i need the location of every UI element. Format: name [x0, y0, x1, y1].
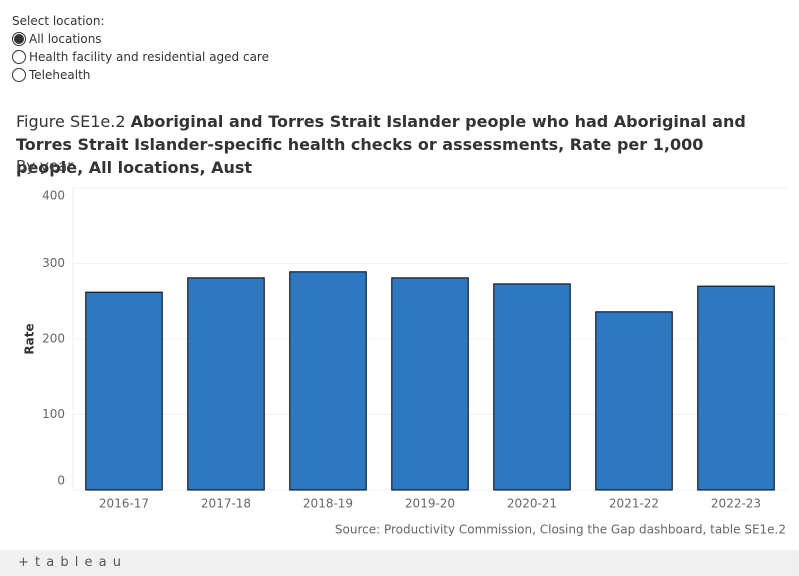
x-tick-label: 2020-21 — [507, 497, 557, 511]
figure-label: Figure SE1e.2 — [16, 112, 126, 131]
chart-subtitle: By year — [16, 157, 74, 175]
y-tick-label: 400 — [42, 189, 65, 203]
radio-button[interactable] — [12, 68, 26, 82]
x-tick-label: 2019-20 — [405, 497, 455, 511]
bar — [85, 291, 163, 491]
bar — [493, 283, 571, 491]
y-tick-label: 100 — [42, 407, 65, 421]
radio-button[interactable] — [12, 32, 26, 46]
y-tick-label: 0 — [57, 474, 65, 488]
x-tick-label: 2017-18 — [201, 497, 251, 511]
x-tick-label: 2022-23 — [711, 497, 761, 511]
radio-option[interactable]: Telehealth — [12, 66, 269, 84]
radio-label[interactable]: Health facility and residential aged car… — [29, 50, 269, 64]
radio-option[interactable]: All locations — [12, 30, 269, 48]
radio-group: All locations Health facility and residen… — [12, 30, 269, 84]
chart-title-block: Figure SE1e.2 Aboriginal and Torres Stra… — [16, 110, 756, 179]
x-tick-label: 2021-22 — [609, 497, 659, 511]
radio-label[interactable]: All locations — [29, 32, 102, 46]
filter-label: Select location: — [12, 14, 105, 28]
bar — [289, 271, 367, 491]
location-filter: Select location: All locations Health fac… — [12, 14, 269, 84]
chart: 0 100 200 300 400 Rate 2016-17 2017-18 2018-19 20… — [23, 187, 787, 537]
bar — [595, 311, 673, 491]
bar — [391, 277, 469, 491]
tableau-logo[interactable]: + t a b l e a u — [18, 555, 122, 570]
y-tick-label: 300 — [42, 256, 65, 270]
bar — [187, 277, 265, 491]
x-tick-label: 2018-19 — [303, 497, 353, 511]
y-axis-title: Rate — [23, 323, 37, 354]
radio-option[interactable]: Health facility and residential aged car… — [12, 48, 269, 66]
source-note: Source: Productivity Commission, Closing… — [335, 523, 786, 537]
chart-title: Aboriginal and Torres Strait Islander pe… — [16, 112, 746, 177]
footer: + t a b l e a u — [0, 550, 799, 576]
bar — [697, 285, 775, 491]
radio-button[interactable] — [12, 50, 26, 64]
y-tick-label: 200 — [42, 332, 65, 346]
x-tick-label: 2016-17 — [99, 497, 149, 511]
radio-label[interactable]: Telehealth — [29, 68, 91, 82]
